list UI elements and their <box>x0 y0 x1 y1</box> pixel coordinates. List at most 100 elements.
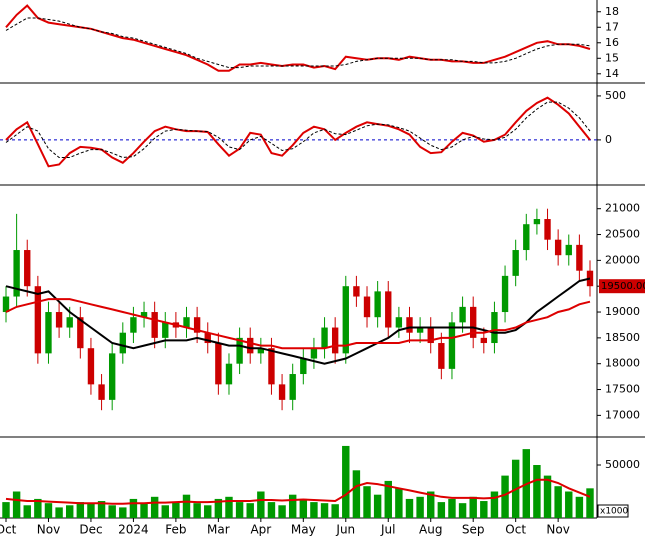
line-series <box>5 101 591 159</box>
candle-body <box>342 286 349 354</box>
y-tick-label: 18000 <box>605 357 640 370</box>
candle-body <box>512 250 519 276</box>
volume-bar <box>246 503 254 518</box>
volume-bar <box>204 505 212 518</box>
candle-body <box>416 327 424 333</box>
volume-bar <box>193 503 201 518</box>
volume-bar <box>172 502 180 518</box>
y-tick-label: 0 <box>605 133 612 146</box>
volume-bar <box>384 480 392 518</box>
price-tag: 19500.00 <box>601 281 645 292</box>
volume-bar <box>65 505 74 518</box>
y-tick-label: 17 <box>605 20 619 33</box>
candle-body <box>278 384 286 400</box>
volume-bar <box>342 445 350 518</box>
y-tick-label: 500 <box>605 89 626 102</box>
volume-bar <box>480 501 488 518</box>
volume-bar <box>214 498 223 518</box>
x-tick-label: Oct <box>0 523 17 537</box>
volume-bar <box>352 470 361 518</box>
candle-body <box>55 312 63 328</box>
candle-body <box>108 353 116 400</box>
volume-bar <box>2 502 10 518</box>
volume-bar <box>586 488 594 518</box>
candle-body <box>523 224 530 251</box>
candle-body <box>236 337 243 364</box>
candle-body <box>13 250 20 297</box>
candle-body <box>321 327 328 349</box>
volume-bar <box>97 501 106 518</box>
y-tick-label: 17500 <box>605 383 640 396</box>
candle-body <box>438 343 445 369</box>
candle-body <box>24 250 31 287</box>
volume-bar <box>533 465 541 518</box>
candle-body <box>385 291 392 328</box>
y-tick-label: 21000 <box>605 202 640 215</box>
volume-bar <box>469 496 477 518</box>
volume-bar <box>448 498 456 518</box>
volume-bar <box>140 503 148 518</box>
x-tick-label: Sep <box>462 523 485 537</box>
volume-bar <box>161 505 169 518</box>
volume-bar <box>427 491 435 518</box>
candle-body <box>87 348 95 385</box>
candle-body <box>77 317 84 349</box>
y-tick-label: 18 <box>605 5 619 18</box>
y-tick-label: 16 <box>605 36 619 49</box>
x-tick-label: Jul <box>380 523 395 537</box>
volume-bar <box>331 504 339 518</box>
x-tick-label: Feb <box>165 523 186 537</box>
volume-bar <box>225 496 233 518</box>
line-series <box>5 478 591 505</box>
unit-box <box>597 504 629 518</box>
candle-body <box>193 317 201 333</box>
volume-bar <box>257 491 265 518</box>
volume-bar <box>395 488 403 518</box>
volume-bar <box>554 486 562 518</box>
volume-bar <box>363 486 371 518</box>
x-tick-label: May <box>291 523 316 537</box>
y-tick-label: 20000 <box>605 253 640 266</box>
candle-body <box>119 332 126 354</box>
candle-body <box>554 239 562 256</box>
candle-body <box>151 312 158 338</box>
x-tick-label: Apr <box>250 523 271 537</box>
x-tick-label: Nov <box>546 523 569 537</box>
volume-bar <box>299 498 308 518</box>
volume-bar <box>501 475 509 518</box>
candle-body <box>45 312 52 354</box>
candle-body <box>331 327 339 354</box>
price-tag-box <box>599 279 645 294</box>
volume-bar <box>235 502 244 518</box>
volume-bar <box>458 503 467 518</box>
unit-label: x1000 <box>600 507 629 517</box>
volume-bar <box>23 505 31 518</box>
candle-body <box>395 317 403 328</box>
y-tick-label: 15 <box>605 51 619 64</box>
candle-body <box>374 291 381 318</box>
volume-bar <box>373 494 382 518</box>
candle-body <box>300 358 307 375</box>
volume-bar <box>150 496 159 518</box>
volume-bar <box>490 491 499 518</box>
x-tick-label: Nov <box>37 523 60 537</box>
x-tick-label: Mar <box>207 523 230 537</box>
volume-bar <box>543 475 552 518</box>
candle-body <box>459 306 466 323</box>
candle-body <box>225 363 233 385</box>
y-tick-label: 18500 <box>605 331 640 344</box>
candle-body <box>183 317 190 328</box>
volume-bar <box>182 494 191 518</box>
candle-body <box>66 317 73 328</box>
candle-body <box>247 337 254 354</box>
candle-body <box>501 275 509 313</box>
volume-bar <box>575 496 584 518</box>
candle-body <box>470 306 477 338</box>
volume-bar <box>416 496 424 518</box>
y-tick-label: 20500 <box>605 228 640 241</box>
volume-bar <box>87 503 95 518</box>
y-tick-label: 19000 <box>605 305 640 318</box>
x-tick-label: 2024 <box>118 523 149 537</box>
